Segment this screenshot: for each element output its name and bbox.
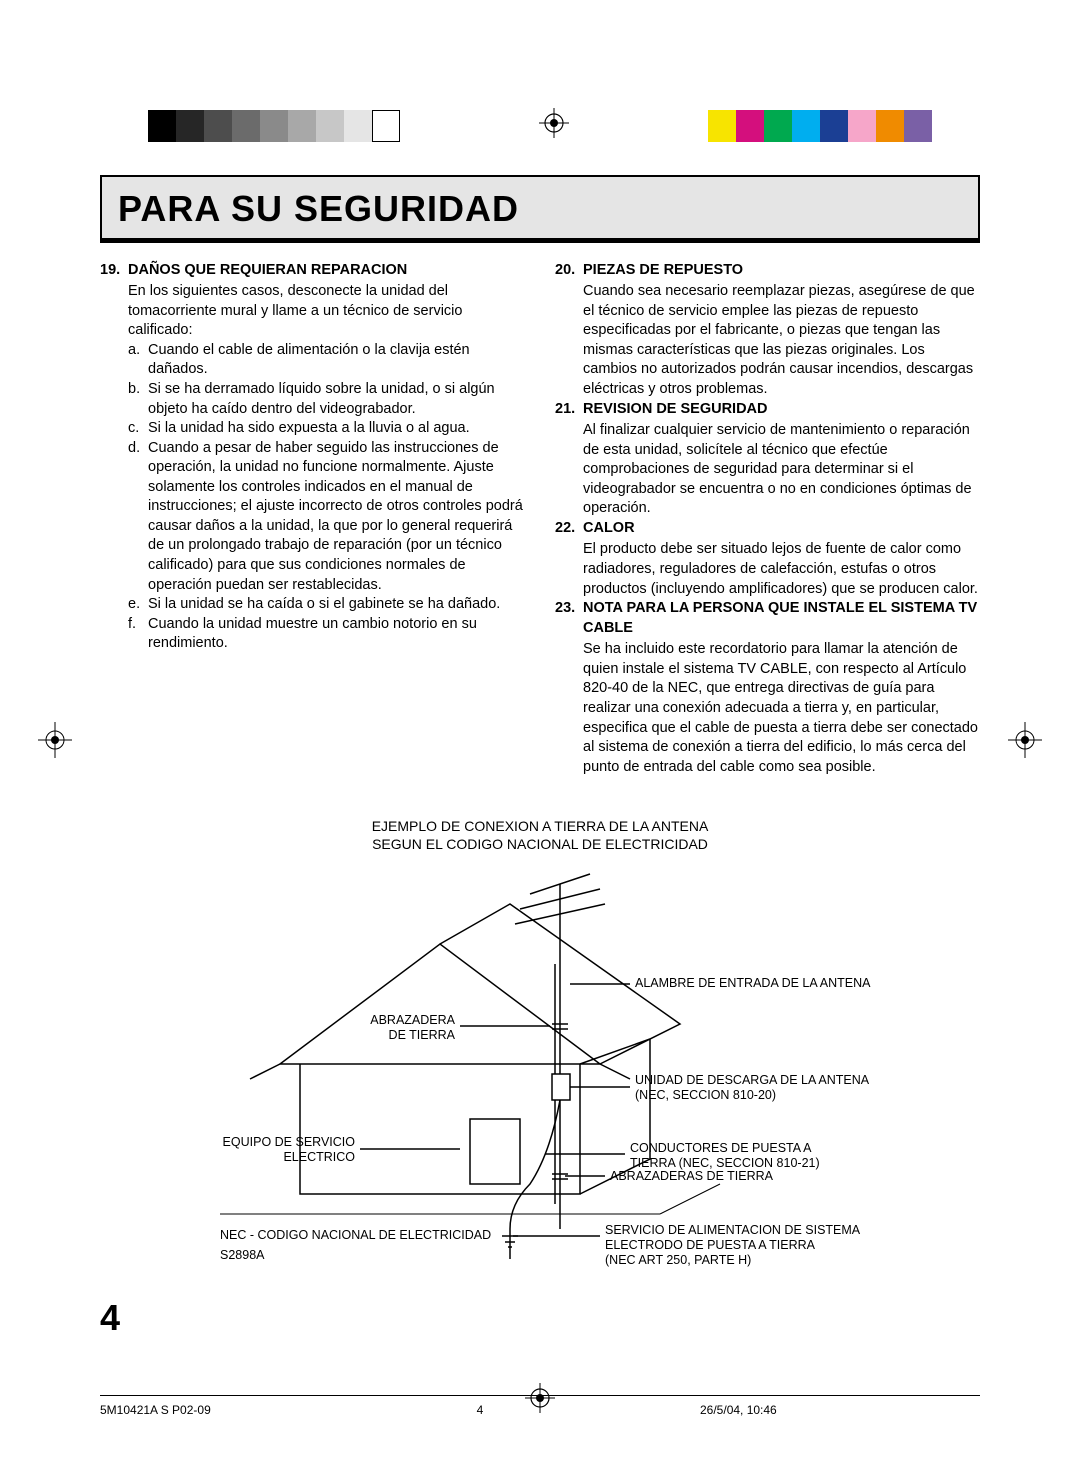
registration-mark-right [1008, 720, 1042, 767]
label-service-equip-1: EQUIPO DE SERVICIO [223, 1135, 356, 1149]
footer-left: 5M10421A S P02-09 [100, 1402, 380, 1418]
item-number: 21. [555, 400, 583, 420]
label-ground-conductors-2: TIERRA (NEC, SECCION 810-21) [630, 1156, 820, 1170]
print-footer: 5M10421A S P02-09 4 26/5/04, 10:46 [100, 1395, 980, 1418]
label-power-service-1: SERVICIO DE ALIMENTACION DE SISTEMA [605, 1223, 861, 1237]
grayscale-swatch [288, 110, 316, 142]
page-number: 4 [100, 1294, 980, 1343]
label-discharge-unit-2: (NEC, SECCION 810-20) [635, 1088, 776, 1102]
grayscale-swatch [260, 110, 288, 142]
grounding-diagram: EJEMPLO DE CONEXION A TIERRA DE LA ANTEN… [100, 817, 980, 1293]
house-grounding-illustration: ALAMBRE DE ENTRADA DE LA ANTENA ABRAZADE… [160, 864, 920, 1294]
svg-text:DE TIERRA: DE TIERRA [389, 1028, 456, 1042]
color-swatch [848, 110, 876, 142]
label-nec-note: NEC - CODIGO NACIONAL DE ELECTRICIDAD [220, 1228, 491, 1242]
subitem-text: Si la unidad se ha caída o si el gabinet… [148, 595, 500, 615]
subitem-letter: b. [128, 380, 148, 419]
footer-right: 26/5/04, 10:46 [580, 1402, 980, 1418]
color-swatch [904, 110, 932, 142]
color-calibration-bar [0, 110, 1080, 142]
label-ground-clamp: ABRAZADERA [370, 1013, 455, 1027]
grayscale-swatch [176, 110, 204, 142]
label-ground-conductors-1: CONDUCTORES DE PUESTA A [630, 1141, 812, 1155]
label-ground-clamps: ABRAZADERAS DE TIERRA [610, 1169, 774, 1183]
color-swatch [876, 110, 904, 142]
color-swatch [820, 110, 848, 142]
color-swatch [736, 110, 764, 142]
color-swatch [764, 110, 792, 142]
label-code: S2898A [220, 1248, 265, 1262]
item-body: Se ha incluido este recordatorio para ll… [583, 640, 980, 777]
registration-mark-top [539, 108, 569, 145]
subitem-letter: d. [128, 439, 148, 596]
subitem-text: Cuando el cable de alimentación o la cla… [148, 341, 525, 380]
item-body: Cuando sea necesario reemplazar piezas, … [583, 282, 980, 399]
diagram-caption-line1: EJEMPLO DE CONEXION A TIERRA DE LA ANTEN… [372, 818, 709, 834]
grayscale-swatch [372, 110, 400, 142]
left-column: 19. DAÑOS QUE REQUIERAN REPARACION En los… [100, 261, 525, 778]
subitem-letter: c. [128, 419, 148, 439]
grayscale-swatch [232, 110, 260, 142]
label-antenna-lead: ALAMBRE DE ENTRADA DE LA ANTENA [635, 976, 871, 990]
label-power-service-2: ELECTRODO DE PUESTA A TIERRA [605, 1238, 816, 1252]
subitem-letter: f. [128, 615, 148, 654]
item-intro: En los siguientes casos, desconecte la u… [128, 282, 525, 341]
subitem-text: Si se ha derramado líquido sobre la unid… [148, 380, 525, 419]
item-heading: PIEZAS DE REPUESTO [583, 262, 743, 278]
label-power-service-3: (NEC ART 250, PARTE H) [605, 1253, 751, 1267]
grayscale-swatch [204, 110, 232, 142]
item-number: 19. [100, 261, 128, 281]
subitem-text: Cuando la unidad muestre un cambio notor… [148, 615, 525, 654]
page-title-box: PARA SU SEGURIDAD [100, 175, 980, 243]
right-column: 20. PIEZAS DE REPUESTO Cuando sea necesar… [555, 261, 980, 778]
page-title: PARA SU SEGURIDAD [118, 185, 962, 234]
item-heading: NOTA PARA LA PERSONA QUE INSTALE EL SIST… [583, 600, 977, 636]
grayscale-swatch [344, 110, 372, 142]
label-service-equip-2: ELECTRICO [283, 1150, 355, 1164]
item-number: 22. [555, 519, 583, 539]
subitem-letter: a. [128, 341, 148, 380]
grayscale-swatch [148, 110, 176, 142]
item-heading: CALOR [583, 520, 635, 536]
grayscale-swatch [316, 110, 344, 142]
footer-mid: 4 [380, 1402, 580, 1418]
item-body: El producto debe ser situado lejos de fu… [583, 540, 980, 599]
subitem-text: Cuando a pesar de haber seguido las inst… [148, 439, 525, 596]
item-heading: DAÑOS QUE REQUIERAN REPARACION [128, 262, 407, 278]
subitem-letter: e. [128, 595, 148, 615]
item-body: Al finalizar cualquier servicio de mante… [583, 421, 980, 519]
item-heading: REVISION DE SEGURIDAD [583, 401, 768, 417]
item-number: 20. [555, 261, 583, 281]
item-number: 23. [555, 599, 583, 638]
color-swatch [708, 110, 736, 142]
svg-text:ABRAZADERA: ABRAZADERA [370, 1013, 455, 1027]
subitem-text: Si la unidad ha sido expuesta a la lluvi… [148, 419, 470, 439]
registration-mark-left [38, 720, 72, 767]
color-swatch [792, 110, 820, 142]
diagram-caption-line2: SEGUN EL CODIGO NACIONAL DE ELECTRICIDAD [372, 836, 708, 852]
label-discharge-unit-1: UNIDAD DE DESCARGA DE LA ANTENA [635, 1073, 870, 1087]
